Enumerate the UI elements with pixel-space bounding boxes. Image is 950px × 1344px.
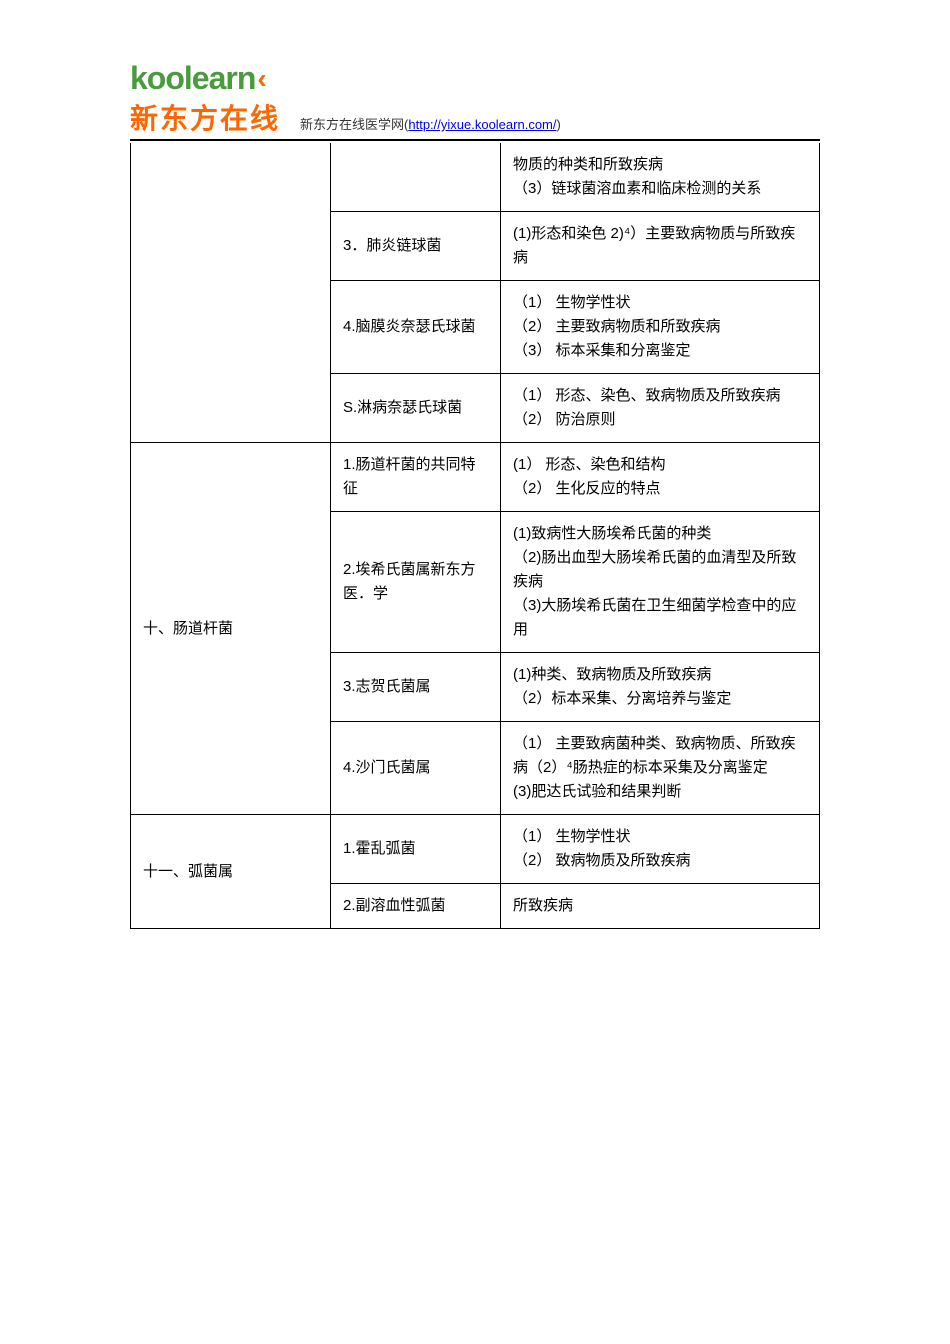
table-cell: 1.肠道杆菌的共同特征: [331, 443, 501, 512]
table-cell-cat2: 十、肠道杆菌: [131, 443, 331, 815]
table-cell-cat1: [131, 143, 331, 443]
table-cell: (1)种类、致病物质及所致疾病（2）标本采集、分离培养与鉴定: [501, 653, 820, 722]
table-cell: 物质的种类和所致疾病（3）链球菌溶血素和临床检测的关系: [501, 143, 820, 212]
content-table: 物质的种类和所致疾病（3）链球菌溶血素和临床检测的关系 3．肺炎链球菌 (1)形…: [130, 143, 820, 929]
header-link[interactable]: http://yixue.koolearn.com/: [408, 117, 556, 132]
table-cell: 2.副溶血性弧菌: [331, 884, 501, 929]
table-cell: (1)致病性大肠埃希氏菌的种类（2)肠出血型大肠埃希氏菌的血清型及所致疾病（3)…: [501, 512, 820, 653]
table-cell-cat3: 十一、弧菌属: [131, 815, 331, 929]
table-cell: (1） 形态、染色和结构（2） 生化反应的特点: [501, 443, 820, 512]
table-cell: 1.霍乱弧菌: [331, 815, 501, 884]
table-cell: (1)形态和染色 2)⁴）主要致病物质与所致疾病: [501, 212, 820, 281]
table-cell: [331, 143, 501, 212]
logo: koolearn‹ 新东方在线: [130, 60, 280, 137]
table-cell: （1） 生物学性状（2） 主要致病物质和所致疾病（3） 标本采集和分离鉴定: [501, 281, 820, 374]
table-cell: （1） 生物学性状（2） 致病物质及所致疾病: [501, 815, 820, 884]
table-cell: 所致疾病: [501, 884, 820, 929]
table-cell: S.淋病奈瑟氏球菌: [331, 374, 501, 443]
header-prefix: 新东方在线医学网(: [300, 117, 408, 132]
table-cell: 3.志贺氏菌属: [331, 653, 501, 722]
header-suffix: ): [557, 117, 561, 132]
logo-arrow-icon: ‹: [257, 63, 265, 95]
page-header: koolearn‹ 新东方在线 新东方在线医学网(http://yixue.ko…: [130, 60, 820, 141]
table-cell: 4.沙门氏菌属: [331, 722, 501, 815]
table-cell: （1） 主要致病菌种类、致病物质、所致疾病（2）⁴肠热症的标本采集及分离鉴定(3…: [501, 722, 820, 815]
logo-top: koolearn‹: [130, 60, 280, 97]
table-cell: （1） 形态、染色、致病物质及所致疾病（2） 防治原则: [501, 374, 820, 443]
table-cell: 2.埃希氏菌属新东方医．学: [331, 512, 501, 653]
table-cell: 4.脑膜炎奈瑟氏球菌: [331, 281, 501, 374]
table-cell: 3．肺炎链球菌: [331, 212, 501, 281]
logo-bottom: 新东方在线: [130, 97, 280, 137]
header-text: 新东方在线医学网(http://yixue.koolearn.com/): [300, 114, 561, 137]
